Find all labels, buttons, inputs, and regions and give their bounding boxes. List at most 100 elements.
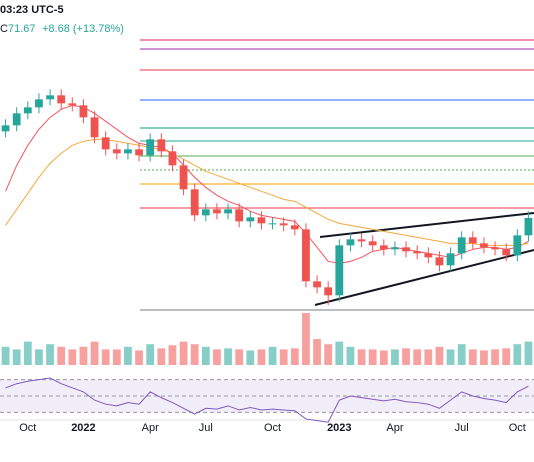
volume-bar (179, 341, 188, 365)
volume-bar (190, 344, 199, 365)
candle-body (235, 209, 244, 222)
change: +8.68 (+13.78%) (42, 23, 124, 35)
moving-average (5, 138, 529, 246)
candle-body (146, 139, 155, 156)
volume-bar (213, 349, 221, 365)
candle-body (23, 107, 32, 114)
volume-bar (90, 341, 99, 365)
volume-bar (168, 345, 177, 365)
candle-body (246, 217, 255, 222)
candle-body (35, 99, 43, 108)
volume-bar (468, 349, 477, 365)
candle-body (435, 257, 444, 266)
volume-bar (157, 348, 166, 365)
volume-bar (413, 349, 422, 365)
candle-body (335, 245, 344, 296)
candle-body (79, 105, 88, 118)
candle-body (112, 149, 121, 154)
candle-body (413, 251, 422, 254)
candle-body (346, 239, 355, 246)
candle-body (524, 218, 533, 236)
volume-bar (391, 349, 399, 365)
candle-body (101, 137, 110, 150)
candle-body (391, 247, 399, 250)
volume-bar (235, 349, 244, 365)
candle-body (302, 229, 310, 282)
candle-body (446, 253, 455, 266)
candle-body (124, 149, 132, 154)
candle-body (168, 151, 177, 166)
volume-bar (346, 346, 355, 365)
volume-bar (335, 341, 344, 365)
candle-body (90, 117, 99, 138)
candle-body (46, 95, 54, 100)
candle-body (257, 217, 266, 224)
x-tick-label: Oct (264, 422, 281, 434)
candle-body (324, 287, 333, 296)
candle-body (135, 149, 143, 156)
candle-body (491, 247, 499, 250)
volume-bar (246, 350, 255, 365)
candle-body (313, 281, 321, 288)
volume-bar (23, 341, 32, 365)
volume-bar (402, 348, 410, 365)
volume-bar (201, 346, 210, 365)
header-time: 03:23 UTC-5 (0, 4, 64, 16)
trendline (314, 249, 534, 306)
volume-bar (491, 349, 499, 365)
volume-bar (257, 349, 266, 365)
close-value: 71.67 (8, 23, 36, 35)
candle-body (157, 139, 166, 152)
candle-body (290, 225, 299, 230)
x-tick-label: Apr (386, 422, 403, 434)
candle-body (279, 223, 288, 226)
volume-bar (224, 348, 232, 365)
x-tick-label: 2022 (71, 422, 95, 434)
trendline (319, 212, 534, 238)
candle-body (1, 125, 10, 132)
candle-body (513, 235, 522, 256)
candle-body (268, 223, 277, 225)
volume-bar (324, 344, 333, 365)
volume-bar (146, 344, 155, 365)
volume-bar (513, 344, 522, 365)
volume-bar (112, 349, 121, 365)
candle-body (502, 249, 511, 256)
moving-average (5, 104, 529, 264)
candle-body (480, 243, 488, 248)
volume-bar (313, 339, 321, 365)
volume-bar (12, 349, 21, 365)
candle-body (68, 103, 77, 106)
volume-bar (379, 350, 388, 365)
volume-bar (135, 350, 143, 365)
volume-bar (68, 349, 77, 365)
x-tick-label: Jul (199, 422, 213, 434)
volume-bar (357, 349, 366, 365)
candle-body (424, 253, 433, 258)
volume-bar (124, 346, 132, 365)
volume-bar (524, 341, 533, 365)
volume-bar (446, 349, 455, 365)
volume-bar (57, 346, 66, 365)
volume-bar (502, 348, 511, 365)
candle-body (468, 237, 477, 244)
candle-body (179, 165, 188, 190)
x-tick-label: Jul (455, 422, 469, 434)
volume-bar (290, 348, 299, 365)
close-label: C (0, 23, 8, 35)
x-tick-label: Apr (142, 422, 159, 434)
candle-body (357, 239, 366, 242)
rsi-line (5, 377, 529, 423)
volume-bar (424, 349, 433, 365)
x-tick-label: Oct (19, 422, 36, 434)
candle-body (379, 245, 388, 250)
candle-body (224, 209, 232, 214)
candle-body (57, 95, 66, 104)
volume-bar (35, 349, 43, 365)
candle-body (457, 237, 466, 254)
x-tick-label: Oct (509, 422, 526, 434)
volume-bar (480, 350, 488, 365)
volume-bar (435, 346, 444, 365)
volume-bar (1, 346, 10, 365)
